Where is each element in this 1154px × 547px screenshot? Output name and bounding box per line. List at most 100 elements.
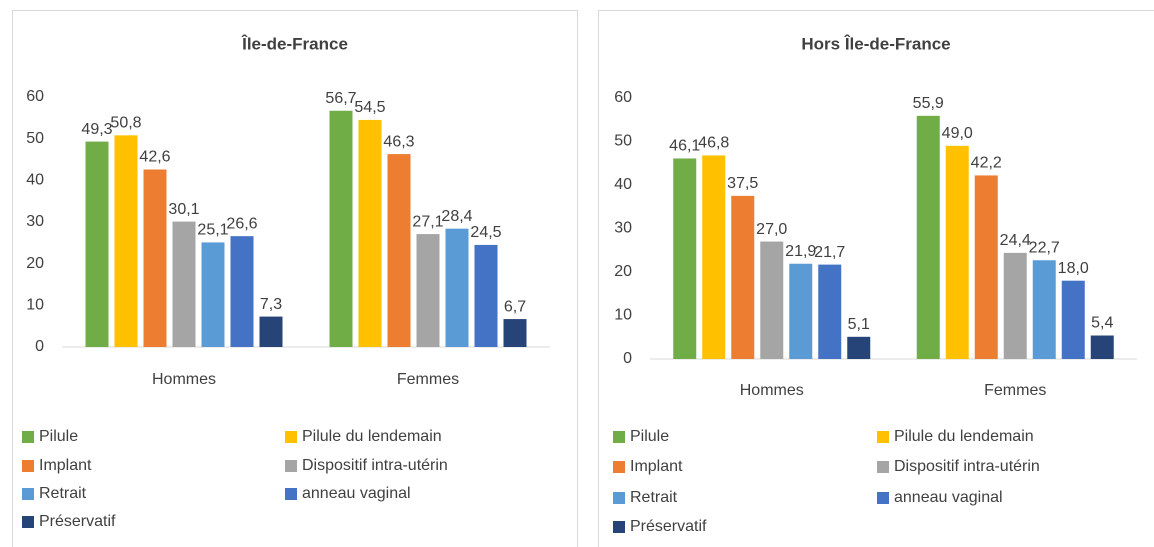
data-label: 5,4 [1091,315,1113,332]
x-tick-label: Femmes [984,382,1046,399]
legend-label: Dispositif intra-utérin [894,458,1040,475]
data-label: 42,2 [971,155,1002,172]
y-tick-label: 50 [26,130,44,147]
y-tick-label: 0 [35,338,44,355]
panel-frame [12,10,578,547]
data-label: 22,7 [1029,239,1060,256]
legend-label: Pilule du lendemain [302,428,442,445]
legend-swatch [285,488,297,500]
data-label: 18,0 [1058,260,1089,277]
bar [1090,335,1114,359]
bar [789,263,813,359]
data-label: 26,6 [226,215,257,232]
bar [416,234,440,347]
data-label: 27,0 [756,221,787,238]
y-tick-label: 20 [614,263,632,280]
data-label: 46,8 [698,135,729,152]
data-label: 56,7 [325,90,356,107]
legend-label: Retrait [630,489,678,506]
bar [445,228,469,347]
bar [974,175,998,359]
y-tick-label: 30 [614,220,632,237]
bar [945,145,969,359]
legend-label: Implant [39,457,92,474]
data-label: 7,3 [260,296,282,313]
bar [201,242,225,347]
y-tick-label: 60 [614,89,632,106]
y-tick-label: 30 [26,213,44,230]
legend-swatch [613,461,625,473]
data-label: 25,1 [197,222,228,239]
data-label: 42,6 [139,149,170,166]
data-label: 28,4 [441,208,472,225]
data-label: 24,5 [470,224,501,241]
bar [474,244,498,347]
legend-label: Préservatif [39,513,116,530]
bar [1032,260,1056,359]
y-tick-label: 20 [26,255,44,272]
legend-label: Implant [630,458,683,475]
bar [818,264,842,359]
data-label: 30,1 [168,201,199,218]
panel-frame [598,10,1154,547]
y-tick-label: 50 [614,133,632,150]
legend-label: Dispositif intra-utérin [302,457,448,474]
bar [760,241,784,359]
legend-swatch [22,488,34,500]
legend-label: Pilule [39,428,78,445]
legend-label: Pilule [630,428,669,445]
legend-swatch [877,461,889,473]
bar [673,158,697,359]
bar [230,236,254,347]
x-tick-label: Femmes [397,371,459,388]
bar [916,115,940,360]
chart-title: Île-de-France [241,34,348,53]
y-tick-label: 10 [26,297,44,314]
data-label: 27,1 [412,213,443,230]
data-label: 6,7 [504,298,526,315]
legend-swatch [613,431,625,443]
bar [387,154,411,347]
legend-label: anneau vaginal [302,485,411,502]
bar [1061,280,1085,359]
y-tick-label: 40 [26,172,44,189]
bar [329,110,353,347]
bar [731,195,755,359]
data-label: 21,9 [785,243,816,260]
y-tick-label: 40 [614,176,632,193]
bar [172,221,196,347]
y-tick-label: 60 [26,88,44,105]
data-label: 37,5 [727,175,758,192]
legend-swatch [285,431,297,443]
legend-swatch [877,492,889,504]
data-label: 46,3 [383,133,414,150]
bar [114,135,138,347]
bar [358,119,382,348]
bar [503,319,527,347]
chart-title: Hors Île-de-France [801,34,950,53]
data-label: 46,1 [669,138,700,155]
bar [702,155,726,359]
legend-label: Retrait [39,485,87,502]
legend-label: anneau vaginal [894,489,1003,506]
legend-label: Pilule du lendemain [894,428,1034,445]
bar [143,169,167,347]
legend-swatch [613,492,625,504]
data-label: 49,3 [81,121,112,138]
bar [259,316,283,347]
data-label: 54,5 [354,99,385,116]
legend-swatch [613,521,625,533]
legend-swatch [877,431,889,443]
x-tick-label: Hommes [740,382,804,399]
legend-swatch [22,516,34,528]
legend-swatch [285,460,297,472]
data-label: 24,4 [1000,232,1031,249]
y-tick-label: 0 [623,350,632,367]
legend-label: Préservatif [630,518,707,535]
data-label: 50,8 [110,115,141,132]
bar [847,336,871,359]
data-label: 5,1 [848,316,870,333]
y-tick-label: 10 [614,307,632,324]
bar [1003,252,1027,359]
